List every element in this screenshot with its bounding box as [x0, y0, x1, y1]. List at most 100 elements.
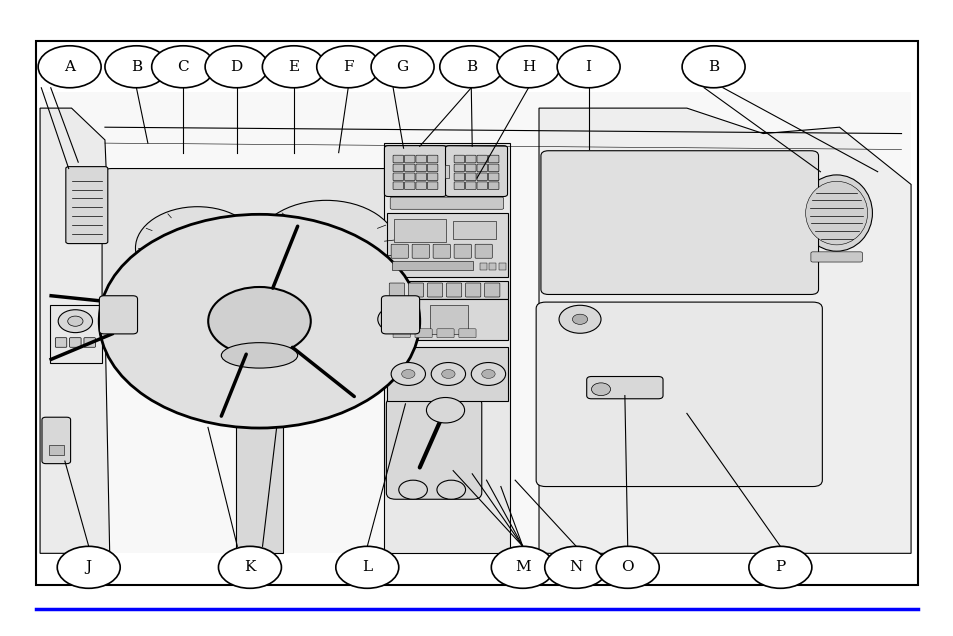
FancyBboxPatch shape	[427, 173, 437, 181]
FancyBboxPatch shape	[389, 283, 404, 297]
FancyBboxPatch shape	[66, 167, 108, 244]
FancyBboxPatch shape	[387, 299, 507, 340]
FancyBboxPatch shape	[412, 244, 429, 258]
FancyBboxPatch shape	[427, 155, 437, 163]
FancyBboxPatch shape	[433, 244, 450, 258]
Circle shape	[135, 207, 259, 289]
Circle shape	[38, 46, 101, 88]
Text: B: B	[465, 60, 476, 74]
Circle shape	[57, 546, 120, 588]
Circle shape	[218, 546, 281, 588]
FancyBboxPatch shape	[810, 252, 862, 262]
Circle shape	[491, 546, 554, 588]
Circle shape	[205, 46, 268, 88]
Circle shape	[208, 287, 311, 356]
Polygon shape	[40, 108, 110, 553]
FancyBboxPatch shape	[479, 263, 486, 270]
FancyBboxPatch shape	[387, 281, 507, 299]
FancyBboxPatch shape	[408, 283, 423, 297]
FancyBboxPatch shape	[55, 338, 67, 347]
FancyBboxPatch shape	[384, 146, 446, 197]
Circle shape	[391, 363, 425, 385]
FancyBboxPatch shape	[476, 155, 487, 163]
FancyBboxPatch shape	[476, 182, 487, 190]
Text: O: O	[620, 560, 634, 574]
FancyBboxPatch shape	[465, 283, 480, 297]
Circle shape	[335, 546, 398, 588]
FancyBboxPatch shape	[446, 283, 461, 297]
Text: K: K	[244, 560, 255, 574]
FancyBboxPatch shape	[393, 155, 403, 163]
FancyBboxPatch shape	[393, 164, 403, 172]
FancyBboxPatch shape	[540, 151, 818, 294]
FancyBboxPatch shape	[386, 398, 481, 499]
FancyBboxPatch shape	[390, 197, 503, 209]
Text: L: L	[362, 560, 372, 574]
Text: A: A	[64, 60, 75, 74]
FancyBboxPatch shape	[416, 173, 426, 181]
FancyBboxPatch shape	[488, 155, 498, 163]
Text: D: D	[231, 60, 242, 74]
FancyBboxPatch shape	[49, 445, 64, 455]
Circle shape	[748, 546, 811, 588]
FancyBboxPatch shape	[387, 213, 507, 277]
FancyBboxPatch shape	[536, 302, 821, 487]
Text: E: E	[288, 60, 299, 74]
Circle shape	[431, 363, 465, 385]
FancyBboxPatch shape	[458, 329, 476, 338]
FancyBboxPatch shape	[453, 221, 496, 238]
Text: H: H	[521, 60, 535, 74]
Text: I: I	[585, 60, 591, 74]
FancyBboxPatch shape	[488, 173, 498, 181]
Text: C: C	[177, 60, 189, 74]
Ellipse shape	[221, 343, 297, 368]
FancyBboxPatch shape	[404, 173, 415, 181]
FancyBboxPatch shape	[465, 164, 476, 172]
FancyBboxPatch shape	[42, 417, 71, 464]
FancyBboxPatch shape	[235, 356, 283, 553]
FancyBboxPatch shape	[415, 329, 432, 338]
Text: N: N	[569, 560, 582, 574]
FancyBboxPatch shape	[484, 283, 499, 297]
Circle shape	[436, 480, 465, 499]
Text: P: P	[775, 560, 784, 574]
Circle shape	[439, 46, 502, 88]
FancyBboxPatch shape	[465, 173, 476, 181]
Circle shape	[371, 46, 434, 88]
Circle shape	[152, 46, 214, 88]
FancyBboxPatch shape	[454, 182, 464, 190]
FancyBboxPatch shape	[404, 164, 415, 172]
Bar	[40, 92, 910, 553]
FancyBboxPatch shape	[392, 261, 473, 270]
FancyBboxPatch shape	[36, 41, 917, 585]
Circle shape	[262, 46, 325, 88]
Circle shape	[105, 46, 168, 88]
Text: J: J	[86, 560, 91, 574]
FancyBboxPatch shape	[381, 296, 419, 334]
Text: M: M	[515, 560, 530, 574]
FancyBboxPatch shape	[444, 165, 449, 178]
FancyBboxPatch shape	[121, 286, 397, 299]
FancyBboxPatch shape	[430, 305, 468, 334]
FancyBboxPatch shape	[50, 305, 102, 363]
FancyBboxPatch shape	[393, 173, 403, 181]
FancyBboxPatch shape	[454, 164, 464, 172]
Circle shape	[99, 214, 419, 428]
FancyBboxPatch shape	[586, 377, 662, 399]
Circle shape	[254, 200, 397, 296]
Circle shape	[398, 480, 427, 499]
Text: B: B	[131, 60, 142, 74]
Circle shape	[497, 46, 559, 88]
FancyBboxPatch shape	[454, 244, 471, 258]
FancyBboxPatch shape	[416, 182, 426, 190]
Circle shape	[681, 46, 744, 88]
FancyBboxPatch shape	[436, 329, 454, 338]
Circle shape	[58, 310, 92, 333]
Circle shape	[591, 383, 610, 396]
Text: F: F	[342, 60, 354, 74]
Circle shape	[401, 370, 415, 378]
FancyBboxPatch shape	[427, 283, 442, 297]
Circle shape	[558, 305, 600, 333]
FancyBboxPatch shape	[445, 146, 507, 197]
Circle shape	[596, 546, 659, 588]
